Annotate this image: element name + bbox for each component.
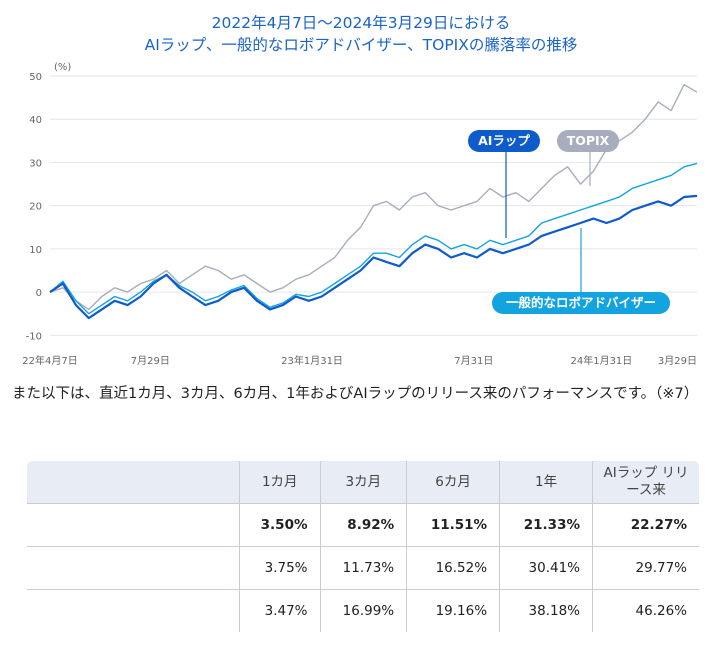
chart-title-line-1: 2022年4月7日〜2024年3月29日における <box>211 14 511 32</box>
cell-value: 8.92% <box>319 503 408 547</box>
y-tick-label: 50 <box>29 72 42 83</box>
x-tick-label: 3月29日 <box>658 355 697 367</box>
cell-value: 38.18% <box>499 589 593 632</box>
row-label: 一般的なロボアドバイザー <box>27 546 240 590</box>
cell-value: 11.73% <box>319 546 408 590</box>
series-line <box>49 83 698 311</box>
table-row-robo-advisor: 一般的なロボアドバイザー 3.75% 11.73% 16.52% 30.41% … <box>27 546 699 590</box>
cell-value: 11.51% <box>406 503 501 547</box>
table-header-since-release: AIラップ リリース来 <box>592 461 699 504</box>
y-tick-label: 0 <box>36 288 42 299</box>
cell-value: 16.99% <box>319 589 408 632</box>
cell-value: 29.77% <box>592 546 699 590</box>
cell-value: 30.41% <box>499 546 593 590</box>
callout-topix-pill <box>557 130 619 152</box>
x-tick-label: 22年4月7日 <box>22 354 77 367</box>
y-unit-label: (%) <box>54 62 71 73</box>
line-chart: (%) -10 0 10 20 30 40 50 22年4月7日 7月29日 23年1月31日 7月3… <box>22 62 698 367</box>
cell-value: 19.16% <box>406 589 501 632</box>
cell-value: 22.27% <box>592 503 699 547</box>
callout-ai-wrap-pill <box>468 130 540 152</box>
performance-table: 1カ月 3カ月 6カ月 1年 AIラップ リリース来 AIラップ 3.50% 8… <box>26 460 700 633</box>
table-header-row: 1カ月 3カ月 6カ月 1年 AIラップ リリース来 <box>27 461 699 504</box>
series-line <box>49 194 698 320</box>
table-header-3m: 3カ月 <box>319 461 408 504</box>
callout-topix-label: TOPIX <box>567 133 610 148</box>
cell-value: 21.33% <box>499 503 593 547</box>
table-header-1m: 1カ月 <box>239 461 321 504</box>
series-line <box>49 162 698 315</box>
cell-value: 3.75% <box>239 546 321 590</box>
chart-title-line-2: AIラップ、一般的なロボアドバイザー、TOPIXの騰落率の推移 <box>144 36 578 54</box>
table-row-ai-wrap: AIラップ 3.50% 8.92% 11.51% 21.33% 22.27% <box>27 503 699 547</box>
y-tick-label: 30 <box>29 158 42 169</box>
callout-robo-advisor-pill <box>492 292 670 314</box>
cell-value: 46.26% <box>592 589 699 632</box>
callout-robo-advisor-label: 一般的なロボアドバイザー <box>506 295 656 310</box>
table-row-topix: TOPIX 3.47% 16.99% 19.16% 38.18% 46.26% <box>27 589 699 632</box>
x-tick-label: 24年1月31日 <box>570 354 632 367</box>
x-tick-label: 23年1月31日 <box>281 354 343 367</box>
row-label: TOPIX <box>27 589 240 632</box>
cell-value: 16.52% <box>406 546 501 590</box>
y-tick-label: -10 <box>26 331 42 342</box>
y-tick-label: 20 <box>29 202 42 213</box>
cell-value: 3.50% <box>239 503 321 547</box>
callout-ai-wrap-label: AIラップ <box>478 133 530 148</box>
cell-value: 3.47% <box>239 589 321 632</box>
x-tick-label: 7月29日 <box>131 355 170 367</box>
chart-title: 2022年4月7日〜2024年3月29日における AIラップ、一般的なロボアドバ… <box>0 12 722 56</box>
table-header-1y: 1年 <box>499 461 593 504</box>
row-label: AIラップ <box>27 503 240 547</box>
table-header-6m: 6カ月 <box>406 461 501 504</box>
body-text: また以下は、直近1カ月、3カ月、6カ月、1年およびAIラップのリリース来のパフォ… <box>12 386 699 402</box>
table-header-blank <box>27 461 240 504</box>
y-tick-label: 10 <box>29 245 42 256</box>
y-tick-label: 40 <box>29 115 42 126</box>
x-tick-label: 7月31日 <box>454 355 493 367</box>
